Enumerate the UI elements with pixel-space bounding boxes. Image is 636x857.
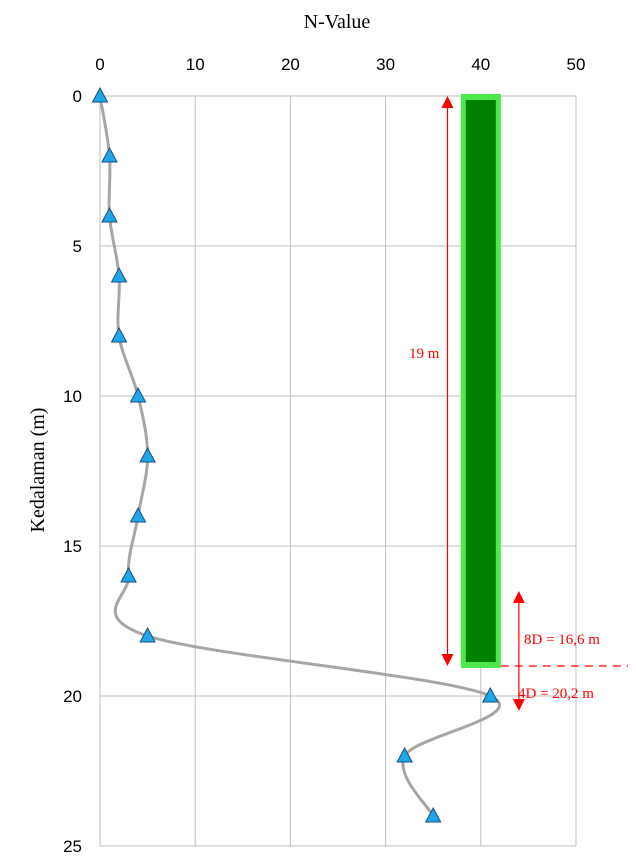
data-point-0 xyxy=(91,86,109,103)
data-point-4 xyxy=(110,326,128,343)
x-tick-label-1: 10 xyxy=(186,55,205,74)
zone-arrow-head-bottom xyxy=(512,699,525,711)
x-axis-title: N-Value xyxy=(304,11,371,33)
above-zone-label: 8D = 16,6 m xyxy=(524,632,600,648)
zone-arrow-head-top xyxy=(512,591,525,603)
y-tick-label-0: 0 xyxy=(73,87,82,106)
data-point-12 xyxy=(424,806,442,823)
data-point-6 xyxy=(139,446,156,463)
below-zone-label: 4D = 20,2 m xyxy=(518,686,594,702)
data-point-2 xyxy=(101,206,118,223)
pile-body xyxy=(465,100,496,662)
y-tick-label-2: 10 xyxy=(63,387,82,406)
y-axis-title: Kedalaman (m) xyxy=(27,408,49,533)
y-tick-label-3: 15 xyxy=(63,537,82,556)
series-group xyxy=(91,86,502,823)
x-tick-label-5: 50 xyxy=(567,55,586,74)
annotation-group: 19 m 8D = 16,6 m 4D = 20,2 m xyxy=(409,96,628,711)
y-tick-labels: 0 5 10 15 20 25 xyxy=(63,87,82,856)
data-point-11 xyxy=(396,746,413,763)
y-tick-label-4: 20 xyxy=(63,687,82,706)
y-tick-label-1: 5 xyxy=(73,237,82,256)
x-tick-label-2: 20 xyxy=(281,55,300,74)
data-point-10 xyxy=(481,686,499,703)
data-point-9 xyxy=(139,626,156,643)
pile-length-arrow-head-top xyxy=(441,96,454,108)
x-tick-label-4: 40 xyxy=(471,55,490,74)
pile-length-arrow-head-bottom xyxy=(441,654,454,666)
x-tick-label-3: 30 xyxy=(376,55,395,74)
x-tick-labels: 0 10 20 30 40 50 xyxy=(95,55,585,74)
data-point-7 xyxy=(129,506,147,523)
data-point-1 xyxy=(101,146,118,163)
pile-group xyxy=(460,94,501,668)
x-tick-label-0: 0 xyxy=(95,55,104,74)
data-point-5 xyxy=(129,386,147,403)
y-tick-label-5: 25 xyxy=(63,837,82,856)
data-point-8 xyxy=(120,566,137,583)
grid-lines xyxy=(99,95,577,847)
data-point-3 xyxy=(110,266,128,283)
series-line-0 xyxy=(98,95,502,817)
pile-length-label: 19 m xyxy=(409,346,440,362)
